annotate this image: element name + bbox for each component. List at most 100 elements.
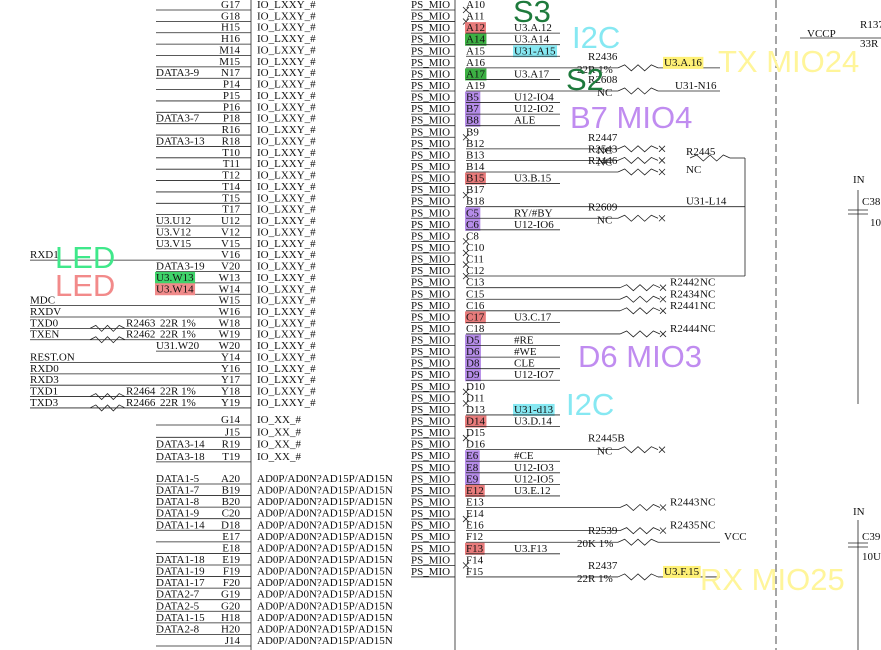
pin-label: PS_MIO	[411, 277, 450, 289]
net-label: U31-d13	[514, 404, 554, 416]
no-connect	[462, 238, 470, 245]
pin-name: C17	[466, 311, 485, 323]
net-label: DATA1-8	[156, 496, 200, 508]
component-label: C38	[862, 196, 881, 208]
pin-label: PS_MIO	[411, 242, 450, 254]
net-label: U3.F13	[514, 543, 548, 555]
resistor-value: NC	[597, 87, 612, 99]
no-connect	[462, 6, 470, 14]
net-label: TXEN	[30, 329, 59, 341]
highlight	[465, 114, 481, 127]
pin-name: E16	[466, 520, 484, 532]
pin-label: AD0P/AD0N?AD15P/AD15N	[257, 612, 393, 624]
highlight	[465, 207, 481, 220]
highlight	[465, 334, 481, 347]
no-connect	[658, 214, 666, 222]
pin-name: H18	[221, 612, 240, 624]
pin-label: IO_LXXY_#	[257, 101, 316, 113]
net-label: RY/#BY	[514, 207, 553, 219]
annotation: LED	[55, 268, 115, 303]
pin-label: PS_MIO	[411, 68, 450, 80]
pin-name: Y17	[221, 374, 240, 386]
pin-name: B20	[222, 496, 241, 508]
resistor-name: R2441	[670, 300, 699, 312]
pin-name: P15	[223, 90, 241, 102]
highlight	[465, 473, 480, 486]
pin-name: H15	[221, 22, 240, 34]
net-label: DATA3-14	[156, 439, 205, 451]
resistor	[619, 284, 661, 292]
highlight	[513, 403, 555, 416]
resistor-value: 22R 1%	[577, 64, 613, 76]
no-connect	[658, 446, 666, 453]
pin-name: C6	[466, 219, 479, 231]
pin-label: AD0P/AD0N?AD15P/AD15N	[257, 542, 393, 554]
pin-label: PS_MIO	[411, 358, 450, 370]
net-label: DATA2-8	[156, 623, 200, 635]
pin-name: G14	[221, 414, 240, 426]
resistor	[619, 295, 661, 303]
resistor	[617, 446, 659, 454]
pin-name: W16	[219, 306, 241, 318]
highlight	[465, 172, 486, 185]
net-label: #CE	[514, 450, 534, 462]
highlight	[465, 33, 487, 46]
pin-label: IO_LXXY_#	[257, 192, 316, 204]
net-label: VCC	[724, 531, 747, 543]
net-label: DATA2-7	[156, 589, 200, 601]
pin-name: A19	[466, 80, 485, 92]
pin-label: IO_LXXY_#	[257, 226, 316, 238]
pin-label: PS_MIO	[411, 92, 450, 104]
highlight	[155, 283, 196, 296]
pin-name: T14	[222, 181, 240, 193]
pin-name: B15	[466, 173, 485, 185]
component-label: R137	[860, 19, 881, 31]
pin-label: IO_LXXY_#	[257, 283, 316, 295]
no-connect	[658, 157, 666, 164]
highlight	[465, 461, 480, 474]
pin-name: E8	[466, 462, 479, 474]
pin-label: IO_LXXY_#	[257, 249, 316, 261]
resistor-name: R2445	[686, 146, 716, 158]
pin-label: PS_MIO	[411, 311, 450, 323]
pin-name: W19	[219, 329, 241, 341]
pin-label: IO_LXXY_#	[257, 386, 316, 398]
net-label: DATA3-9	[156, 67, 200, 79]
pin-label: PS_MIO	[411, 369, 450, 381]
annotation: S3	[513, 0, 551, 29]
pin-label: IO_XX_#	[257, 439, 301, 451]
pin-label: PS_MIO	[411, 138, 450, 150]
pin-label: AD0P/AD0N?AD15P/AD15N	[257, 519, 393, 531]
resistor-name: R2466	[126, 397, 156, 409]
pin-label: PS_MIO	[411, 103, 450, 115]
pin-label: IO_LXXY_#	[257, 295, 316, 307]
net-label: U31.W20	[156, 340, 200, 352]
pin-label: PS_MIO	[411, 22, 450, 34]
pin-label: IO_LXXY_#	[257, 135, 316, 147]
pin-label: IO_LXXY_#	[257, 238, 316, 250]
net-label: U3.U12	[156, 215, 191, 227]
pin-name: H16	[221, 33, 240, 45]
pin-label: IO_LXXY_#	[257, 124, 316, 136]
pin-label: AD0P/AD0N?AD15P/AD15N	[257, 600, 393, 612]
net-label: U3.D.14	[514, 416, 552, 428]
resistor-value: 22R 1%	[160, 329, 196, 341]
pin-name: F19	[223, 566, 241, 578]
pin-name: E6	[466, 450, 479, 462]
net-label: U12-IO5	[514, 473, 554, 485]
no-connect	[462, 18, 470, 25]
pin-name: A14	[466, 34, 485, 46]
net-label: DATA1-18	[156, 554, 205, 566]
resistor-value: 22R 1%	[160, 397, 196, 409]
pin-name: T17	[222, 204, 240, 216]
pin-name: V12	[221, 226, 240, 238]
net-label: #WE	[514, 346, 537, 358]
annotation: D6 MIO3	[578, 339, 702, 374]
pin-name: A11	[466, 11, 485, 23]
pin-name: M14	[219, 44, 240, 56]
net-label: U31-L14	[686, 196, 727, 208]
pin-name: C8	[466, 230, 479, 242]
net-label: U12-IO3	[514, 462, 554, 474]
pin-name: G19	[221, 589, 240, 601]
resistor-name: R2435	[670, 520, 700, 532]
